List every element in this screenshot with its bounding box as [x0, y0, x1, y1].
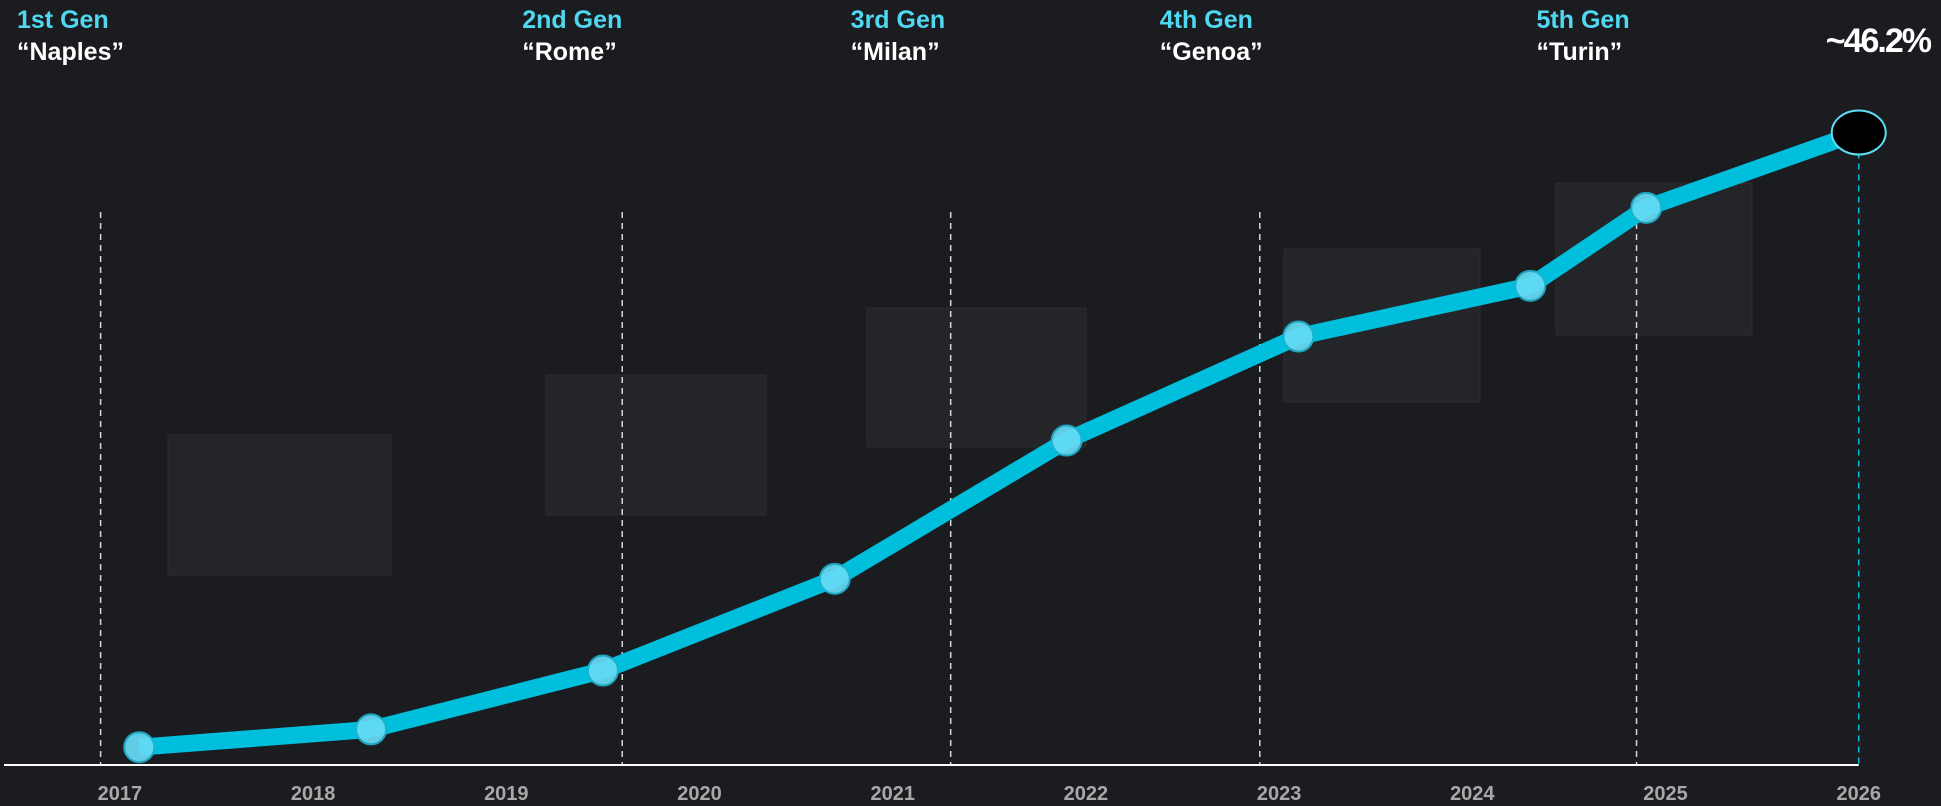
- x-tick-label: 2020: [677, 783, 722, 805]
- x-tick-label: 2025: [1643, 783, 1688, 805]
- point: [818, 562, 851, 595]
- generation-label: 1st Gen: [17, 6, 109, 34]
- point: [123, 731, 156, 764]
- generation-label: 4th Gen: [1160, 6, 1253, 34]
- x-tick-label: 2018: [291, 783, 336, 805]
- point: [1830, 109, 1887, 156]
- x-tick-label: 2019: [484, 783, 529, 805]
- x-tick-label: 2021: [870, 783, 915, 805]
- x-tick-label: 2022: [1064, 783, 1109, 805]
- generation-label: 2nd Gen: [522, 6, 622, 34]
- generation-label: 5th Gen: [1537, 6, 1630, 34]
- x-tick-label: 2017: [98, 783, 143, 805]
- chip: [167, 434, 392, 576]
- x-tick-label: 2024: [1450, 783, 1495, 805]
- x-tick-label: 2023: [1257, 783, 1302, 805]
- generation-name: “Turin”: [1537, 38, 1623, 66]
- point: [355, 713, 388, 746]
- point: [1630, 191, 1663, 224]
- point: [1282, 320, 1315, 353]
- value-label: ~46.2%: [1826, 22, 1932, 60]
- chip: [866, 307, 1087, 448]
- chip: [545, 374, 767, 516]
- point: [1514, 269, 1547, 302]
- generation-name: “Naples”: [17, 38, 124, 66]
- point: [1050, 424, 1083, 457]
- x-tick-label: 2026: [1836, 783, 1881, 805]
- generation-name: “Rome”: [522, 38, 616, 66]
- generation-name: “Milan”: [851, 38, 940, 66]
- generation-label: 3rd Gen: [851, 6, 945, 34]
- point: [586, 654, 619, 687]
- generation-name: “Genoa”: [1160, 38, 1263, 66]
